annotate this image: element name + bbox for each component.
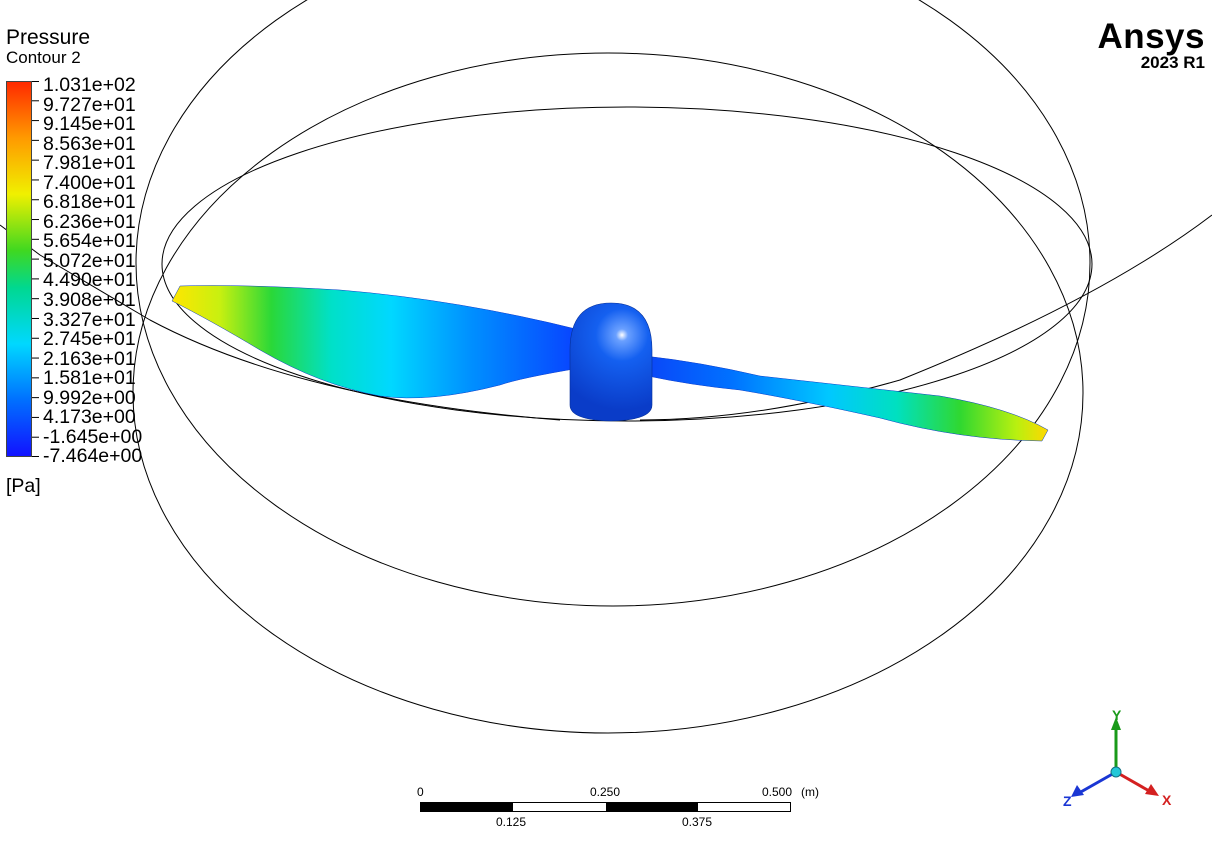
z-axis-arrow bbox=[1071, 785, 1084, 797]
colorbar-level-label: 9.145e+01 bbox=[43, 113, 136, 136]
scale-label-0: 0 bbox=[417, 785, 424, 799]
scale-seg-4 bbox=[698, 803, 790, 811]
z-axis-line bbox=[1078, 770, 1117, 795]
domain-outline bbox=[0, 0, 1212, 734]
colorbar-ticks bbox=[32, 81, 39, 457]
y-axis-label: Y bbox=[1112, 707, 1122, 723]
colorbar-level-label: -1.645e+00 bbox=[43, 425, 143, 448]
colorbar-level-label: 9.992e+00 bbox=[43, 386, 136, 409]
z-axis-label: Z bbox=[1063, 793, 1072, 809]
colorbar-labels: 1.031e+02 9.727e+01 9.145e+01 8.563e+01 7.98… bbox=[43, 74, 143, 468]
legend-unit: [Pa] bbox=[6, 475, 41, 497]
colorbar-level-label: 7.981e+01 bbox=[43, 152, 136, 175]
colorbar-level-label: -7.464e+00 bbox=[43, 445, 143, 468]
scale-label-125: 0.125 bbox=[496, 815, 527, 829]
scale-seg-3 bbox=[605, 803, 698, 811]
colorbar-level-label: 3.327e+01 bbox=[43, 308, 136, 331]
scale-bar: 0 0.250 0.500 (m) 0.125 0.375 bbox=[417, 785, 825, 835]
colorbar-level-label: 4.173e+00 bbox=[43, 406, 136, 429]
colorbar-level-label: 3.908e+01 bbox=[43, 289, 136, 312]
logo-brand: Ansys bbox=[1097, 17, 1205, 56]
scale-unit: (m) bbox=[801, 785, 819, 799]
scale-label-500: 0.500 bbox=[762, 785, 793, 799]
colorbar-level-label: 6.236e+01 bbox=[43, 210, 136, 233]
blade-right[interactable] bbox=[644, 355, 1049, 442]
scale-label-250: 0.250 bbox=[590, 785, 621, 799]
scale-label-375: 0.375 bbox=[682, 815, 713, 829]
colorbar-level-label: 8.563e+01 bbox=[43, 132, 136, 155]
colorbar-level-label: 2.163e+01 bbox=[43, 347, 136, 370]
legend-subtitle: Contour 2 bbox=[6, 48, 81, 67]
x-axis-line bbox=[1115, 770, 1152, 794]
y-axis-arrow bbox=[1111, 717, 1121, 730]
legend-title: Pressure bbox=[6, 26, 91, 49]
colorbar-level-label: 9.727e+01 bbox=[43, 93, 136, 116]
colorbar-level-label: 7.400e+01 bbox=[43, 171, 136, 194]
triad-origin bbox=[1110, 766, 1122, 778]
colorbar-level-label: 6.818e+01 bbox=[43, 191, 136, 214]
scale-seg-1 bbox=[421, 803, 514, 811]
colorbar-level-label: 5.072e+01 bbox=[43, 249, 136, 272]
hub[interactable] bbox=[569, 302, 653, 422]
blade-left[interactable] bbox=[171, 285, 581, 399]
propeller[interactable] bbox=[171, 285, 1049, 442]
colorbar bbox=[6, 81, 32, 457]
scale-seg-2 bbox=[513, 803, 605, 811]
colorbar-level-label: 2.745e+01 bbox=[43, 328, 136, 351]
logo-version: 2023 R1 bbox=[1140, 53, 1205, 72]
colorbar-level-label: 1.031e+02 bbox=[43, 74, 136, 96]
axis-triad[interactable]: Y X Z bbox=[1055, 700, 1175, 815]
colorbar-level-label: 5.654e+01 bbox=[43, 230, 136, 253]
ansys-logo: Ansys 2023 R1 bbox=[1097, 18, 1205, 72]
colorbar-level-label: 4.490e+01 bbox=[43, 269, 136, 292]
colorbar-fill bbox=[7, 82, 31, 456]
scale-bar-segments bbox=[420, 802, 791, 812]
colorbar-level-label: 1.581e+01 bbox=[43, 367, 136, 390]
x-axis-arrow bbox=[1145, 784, 1159, 796]
x-axis-label: X bbox=[1162, 792, 1172, 808]
